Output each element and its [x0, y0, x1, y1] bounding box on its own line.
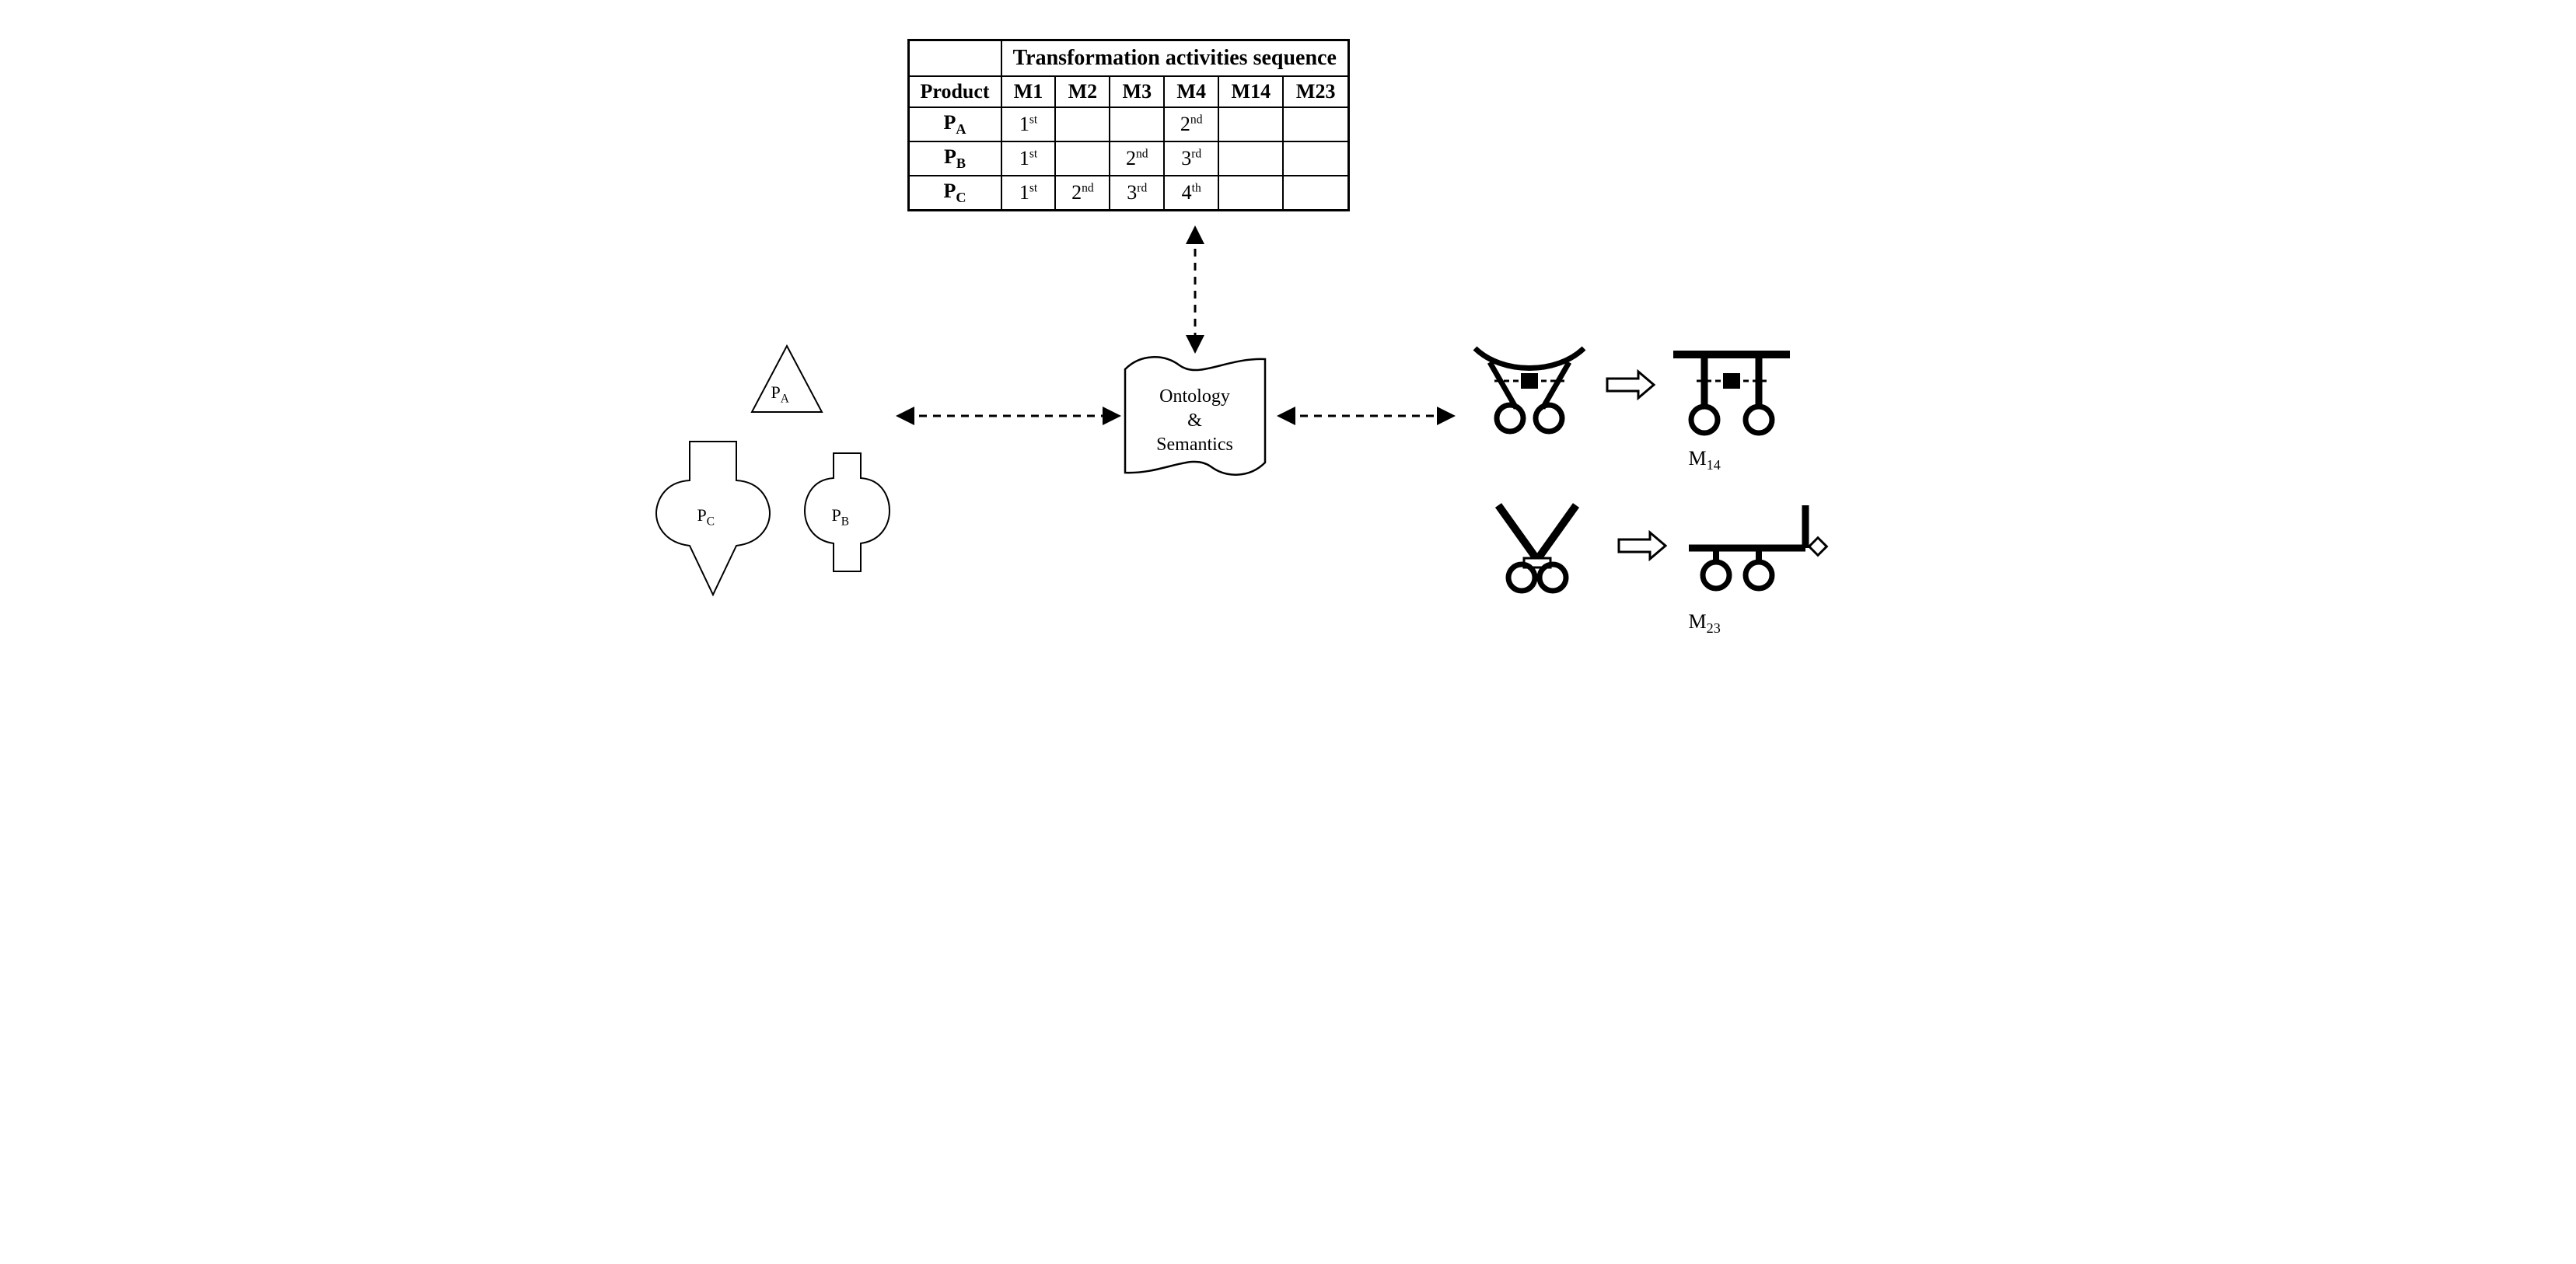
machine-m23-row	[1471, 498, 1914, 614]
ontology-line3: Semantics	[1156, 435, 1233, 455]
product-pc-label: PC	[697, 505, 715, 529]
sequence-table: Transformation activities sequence Produ…	[907, 39, 1350, 211]
m23-after-icon	[1681, 498, 1837, 595]
arrow-products-ontology	[896, 404, 1121, 428]
product-pb-label: PB	[832, 505, 850, 529]
m14-after-icon	[1665, 340, 1798, 438]
cell: 2nd	[1110, 141, 1164, 176]
ontology-text: Ontology & Semantics	[1117, 385, 1273, 458]
cell	[1055, 107, 1110, 141]
cell: 1st	[1001, 141, 1056, 176]
transform-arrow-icon	[1603, 369, 1658, 400]
cell	[1283, 141, 1348, 176]
product-pa-shape	[744, 342, 830, 420]
table-row: PC 1st 2nd 3rd 4th	[908, 176, 1348, 211]
ontology-line2: &	[1187, 410, 1202, 431]
cell	[1283, 107, 1348, 141]
m14-before-icon	[1463, 334, 1596, 435]
transform-arrow-icon	[1615, 530, 1669, 561]
cell: 2nd	[1164, 107, 1218, 141]
cell: 1st	[1001, 107, 1056, 141]
ontology-line1: Ontology	[1159, 386, 1230, 407]
transformation-header: Transformation activities sequence	[1001, 40, 1349, 77]
cell	[1218, 176, 1283, 211]
cell	[1218, 107, 1283, 141]
cell: 1st	[1001, 176, 1056, 211]
table-row: PB 1st 2nd 3rd	[908, 141, 1348, 176]
arrow-ontology-machines	[1277, 404, 1456, 428]
ontology-scroll: Ontology & Semantics	[1117, 350, 1273, 482]
col-m2: M2	[1055, 76, 1110, 107]
col-m14: M14	[1218, 76, 1283, 107]
m14-label: M14	[1689, 447, 1721, 473]
m23-label: M23	[1689, 610, 1721, 637]
table-header-row: Transformation activities sequence	[908, 40, 1348, 77]
machine-m14-row	[1456, 334, 1899, 451]
table-row: PA 1st 2nd	[908, 107, 1348, 141]
col-m4: M4	[1164, 76, 1218, 107]
table-columns-row: Product M1 M2 M3 M4 M14 M23	[908, 76, 1348, 107]
row-pb-label: PB	[908, 141, 1001, 176]
machines-group: M14	[1456, 334, 1899, 653]
cell	[1283, 176, 1348, 211]
col-m1: M1	[1001, 76, 1056, 107]
cell: 3rd	[1164, 141, 1218, 176]
cell: 2nd	[1055, 176, 1110, 211]
cell: 4th	[1164, 176, 1218, 211]
product-header: Product	[908, 76, 1001, 107]
cell	[1110, 107, 1164, 141]
blank-header	[908, 40, 1001, 77]
cell	[1218, 141, 1283, 176]
col-m23: M23	[1283, 76, 1348, 107]
products-group: PA PC PB	[655, 342, 911, 599]
row-pa-label: PA	[908, 107, 1001, 141]
product-pa-label: PA	[771, 382, 789, 406]
col-m3: M3	[1110, 76, 1164, 107]
m23-before-icon	[1479, 498, 1603, 595]
cell: 3rd	[1110, 176, 1164, 211]
arrow-table-ontology	[1183, 225, 1207, 354]
row-pc-label: PC	[908, 176, 1001, 211]
cell	[1055, 141, 1110, 176]
